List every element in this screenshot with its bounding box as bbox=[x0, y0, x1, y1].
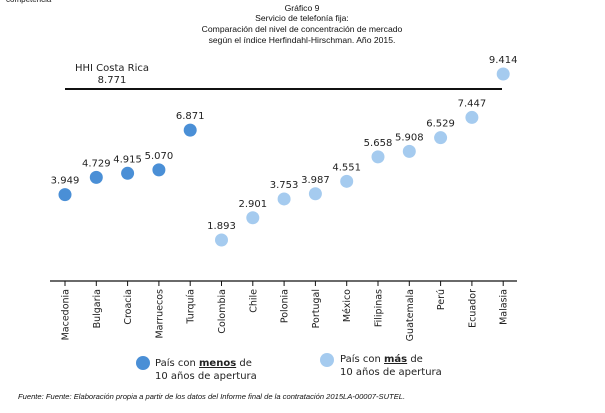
source-note: Fuente: Fuente: Elaboración propia a par… bbox=[18, 392, 405, 401]
value-label-croacia: 4.915 bbox=[113, 154, 142, 165]
data-point-portugal bbox=[308, 187, 322, 201]
value-label-polonia: 3.753 bbox=[270, 180, 299, 191]
tick-label-turquia: Turquía bbox=[186, 289, 197, 325]
value-label-peru: 6.529 bbox=[426, 119, 455, 130]
legend: País con menos de 10 años de apertura Pa… bbox=[136, 353, 442, 382]
data-point-colombia bbox=[215, 233, 228, 247]
tick-label-mexico: México bbox=[342, 289, 353, 322]
data-point-chile bbox=[246, 211, 260, 225]
data-point-polonia bbox=[277, 192, 291, 206]
value-label-bulgaria: 4.729 bbox=[82, 158, 111, 169]
tick-label-chile: Chile bbox=[248, 289, 259, 313]
value-label-turquia: 6.871 bbox=[176, 111, 205, 122]
data-point-malasia bbox=[496, 67, 510, 81]
x-axis-tick-labels: Macedonia Bulgaria Croacia Marruecos Turquía… bbox=[61, 289, 510, 341]
hhi-reference-label: HHI Costa Rica bbox=[75, 63, 149, 74]
legend-label-less: País con menos de bbox=[155, 357, 252, 369]
data-point-marruecos bbox=[152, 163, 166, 177]
value-label-colombia: 1.893 bbox=[207, 221, 236, 232]
value-label-portugal: 3.987 bbox=[301, 175, 330, 186]
chart-title-line-4: según el índice Herfindahl-Hirschman. Añ… bbox=[209, 35, 396, 45]
data-point-mexico bbox=[340, 174, 354, 188]
value-label-guatemala: 5.908 bbox=[395, 132, 424, 143]
data-point-filipinas bbox=[371, 150, 385, 164]
tick-label-bulgaria: Bulgaria bbox=[92, 289, 103, 328]
value-label-filipinas: 5.658 bbox=[364, 138, 393, 149]
tick-label-croacia: Croacia bbox=[123, 289, 134, 325]
tick-label-filipinas: Filipinas bbox=[374, 289, 385, 327]
value-label-ecuador: 7.447 bbox=[458, 98, 487, 109]
value-label-mexico: 4.551 bbox=[332, 162, 361, 173]
cut-off-text: competencia bbox=[6, 0, 52, 4]
tick-label-ecuador: Ecuador bbox=[467, 289, 478, 328]
data-point-ecuador bbox=[465, 110, 479, 124]
data-point-turquia bbox=[183, 123, 197, 137]
tick-label-marruecos: Marruecos bbox=[154, 289, 165, 339]
data-point-bulgaria bbox=[89, 170, 103, 184]
legend-label-less-line-2: 10 años de apertura bbox=[155, 371, 257, 382]
x-axis-ticks bbox=[64, 281, 504, 286]
tick-label-polonia: Polonia bbox=[280, 289, 291, 323]
tick-label-portugal: Portugal bbox=[311, 289, 322, 328]
legend-label-more: País con más de bbox=[340, 353, 423, 365]
value-label-macedonia: 3.949 bbox=[51, 176, 80, 187]
chart-title-line-1: Gráfico 9 bbox=[285, 3, 320, 13]
data-point-guatemala bbox=[402, 144, 416, 158]
data-point-peru bbox=[434, 131, 448, 145]
data-point-croacia bbox=[121, 166, 135, 180]
tick-label-colombia: Colombia bbox=[217, 289, 228, 334]
chart-title-line-3: Comparación del nivel de concentración d… bbox=[202, 24, 403, 34]
tick-label-malasia: Malasia bbox=[499, 289, 510, 325]
legend-marker-more bbox=[320, 353, 334, 367]
tick-label-macedonia: Macedonia bbox=[61, 289, 72, 340]
legend-marker-less bbox=[136, 356, 150, 370]
value-label-marruecos: 5.070 bbox=[145, 151, 174, 162]
hhi-reference-value: 8.771 bbox=[98, 75, 127, 86]
tick-label-peru: Perú bbox=[436, 289, 447, 310]
data-point-macedonia bbox=[58, 188, 72, 202]
data-points bbox=[58, 67, 510, 247]
value-label-malasia: 9.414 bbox=[489, 55, 518, 66]
chart-title: Gráfico 9 Servicio de telefonía fija: Co… bbox=[202, 3, 403, 45]
value-label-chile: 2.901 bbox=[238, 199, 267, 210]
chart-title-line-2: Servicio de telefonía fija: bbox=[255, 13, 349, 23]
legend-label-more-line-2: 10 años de apertura bbox=[340, 367, 442, 378]
tick-label-guatemala: Guatemala bbox=[405, 289, 416, 341]
